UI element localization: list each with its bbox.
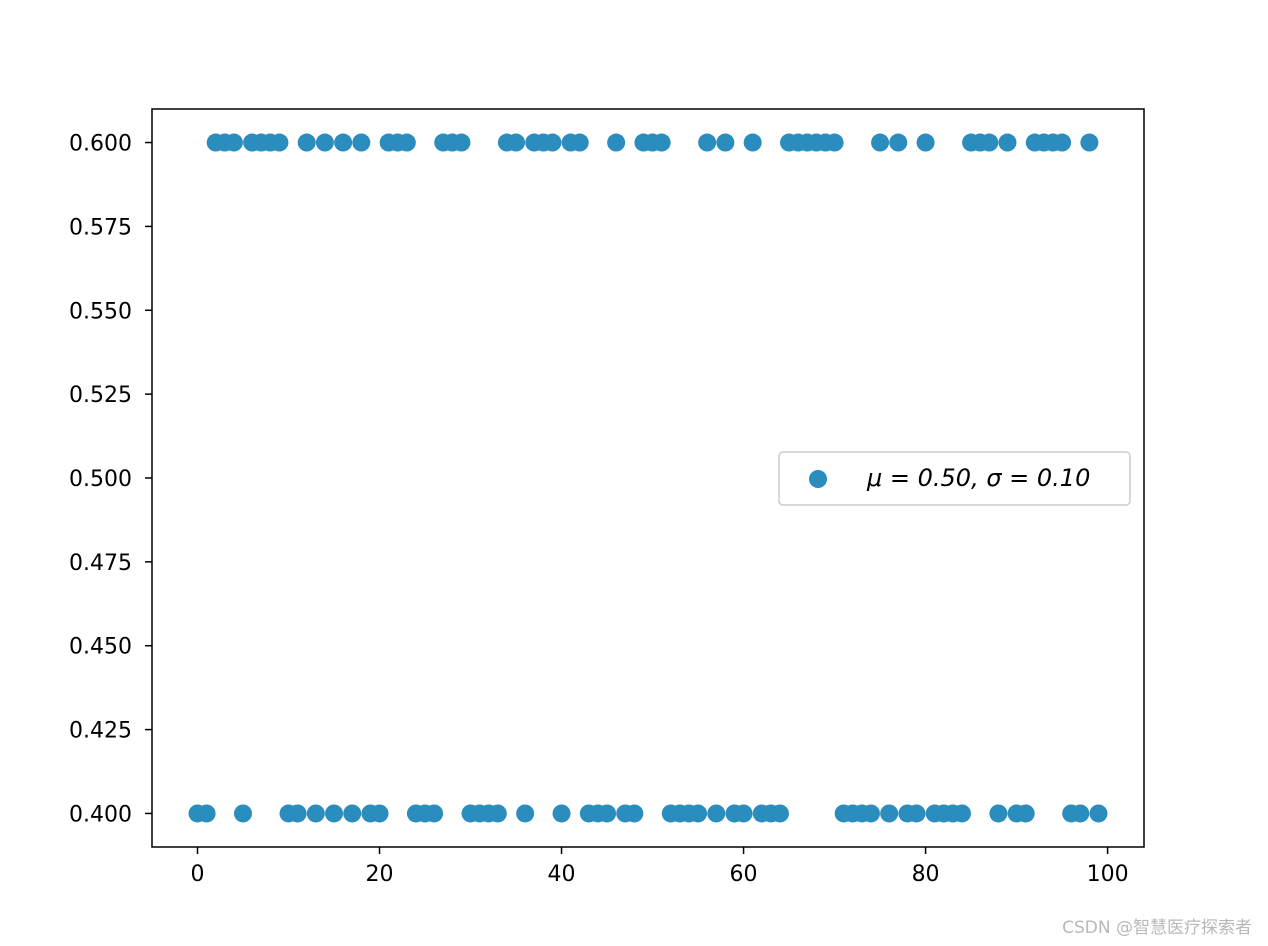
scatter-points [188, 133, 1108, 823]
data-point [652, 133, 671, 152]
data-point [543, 133, 562, 152]
data-point [1080, 133, 1099, 152]
data-point [698, 133, 717, 152]
data-point [197, 804, 216, 823]
data-point [488, 804, 507, 823]
data-point [325, 804, 344, 823]
data-point [1016, 804, 1035, 823]
data-point [707, 804, 726, 823]
data-point [598, 804, 617, 823]
data-point [716, 133, 735, 152]
x-tick-label: 0 [191, 862, 205, 887]
data-point [270, 133, 289, 152]
data-point [743, 133, 762, 152]
y-tick-label: 0.475 [69, 551, 132, 576]
y-tick-label: 0.575 [69, 215, 132, 240]
legend-marker [809, 470, 827, 488]
data-point [871, 133, 890, 152]
data-point [1089, 804, 1108, 823]
data-point [352, 133, 371, 152]
data-point [998, 133, 1017, 152]
legend-box [778, 451, 1131, 506]
data-point [1053, 133, 1072, 152]
data-point [552, 804, 571, 823]
data-point [980, 133, 999, 152]
data-point [734, 804, 753, 823]
data-point [952, 804, 971, 823]
data-point [880, 804, 899, 823]
x-tick-label: 20 [366, 862, 394, 887]
x-tick-label: 80 [912, 862, 940, 887]
data-point [334, 133, 353, 152]
data-point [315, 133, 334, 152]
data-point [507, 133, 526, 152]
y-tick-label: 0.425 [69, 719, 132, 744]
data-point [989, 804, 1008, 823]
data-point [297, 133, 316, 152]
watermark: CSDN @智慧医疗探索者 [1062, 918, 1252, 938]
y-tick-label: 0.400 [69, 802, 132, 827]
data-point [607, 133, 626, 152]
y-tick-label: 0.450 [69, 635, 132, 660]
legend-label: μ = 0.50, σ = 0.10 [866, 464, 1090, 492]
y-tick-label: 0.600 [69, 132, 132, 157]
data-point [916, 133, 935, 152]
data-point [625, 804, 644, 823]
x-tick-label: 60 [730, 862, 758, 887]
data-point [425, 804, 444, 823]
data-point [689, 804, 708, 823]
y-tick-label: 0.525 [69, 383, 132, 408]
x-tick-label: 100 [1087, 862, 1129, 887]
data-point [370, 804, 389, 823]
data-point [516, 804, 535, 823]
data-point [907, 804, 926, 823]
data-point [234, 804, 253, 823]
x-tick-label: 40 [548, 862, 576, 887]
data-point [452, 133, 471, 152]
data-point [889, 133, 908, 152]
y-tick-label: 0.550 [69, 299, 132, 324]
data-point [306, 804, 325, 823]
plot-frame [151, 108, 1145, 848]
data-point [570, 133, 589, 152]
data-point [861, 804, 880, 823]
data-point [1071, 804, 1090, 823]
data-point [825, 133, 844, 152]
data-point [343, 804, 362, 823]
data-point [288, 804, 307, 823]
data-point [224, 133, 243, 152]
data-point [770, 804, 789, 823]
axis-ticks: 0 20 40 60 80 100 0.400 0.425 0.450 0.475 0.500 0.5… [69, 132, 1129, 887]
y-tick-label: 0.500 [69, 467, 132, 492]
data-point [397, 133, 416, 152]
legend: μ = 0.50, σ = 0.10 [778, 451, 1131, 506]
